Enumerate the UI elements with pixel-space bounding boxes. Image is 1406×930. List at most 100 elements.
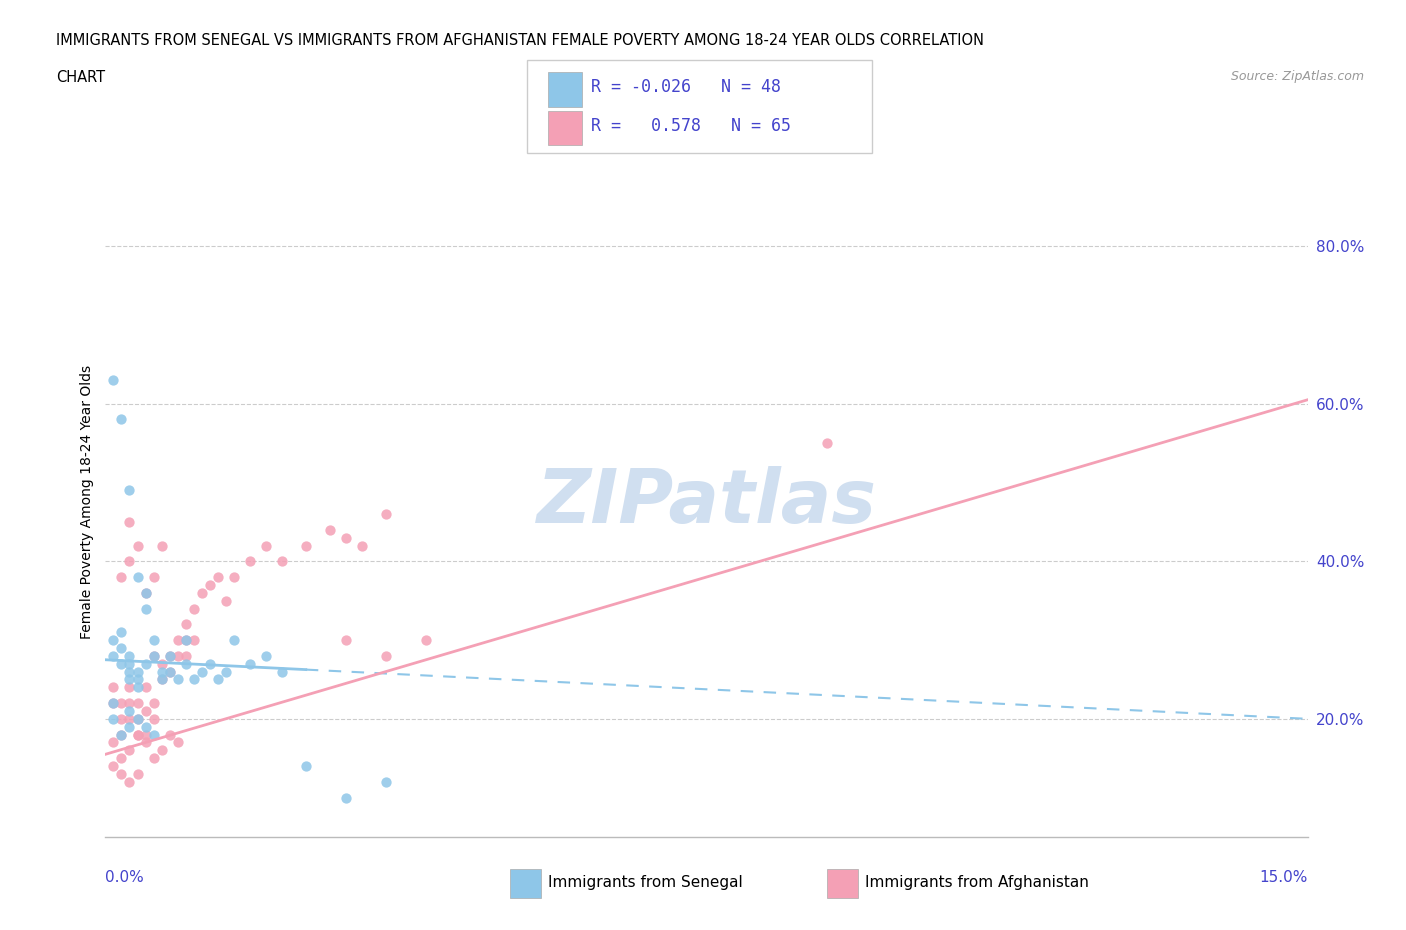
Point — [174, 632, 197, 647]
Point — [295, 759, 318, 774]
Point — [142, 569, 165, 584]
Point — [110, 657, 132, 671]
Point — [110, 641, 132, 656]
Point — [183, 601, 205, 616]
Point — [214, 664, 236, 679]
Text: Source: ZipAtlas.com: Source: ZipAtlas.com — [1230, 70, 1364, 83]
Point — [127, 711, 149, 726]
Point — [150, 538, 173, 553]
Point — [135, 657, 157, 671]
Point — [142, 751, 165, 765]
Point — [254, 648, 277, 663]
Point — [150, 672, 173, 687]
Point — [159, 648, 181, 663]
Point — [127, 664, 149, 679]
Point — [118, 514, 141, 529]
Point — [190, 664, 212, 679]
Point — [150, 664, 173, 679]
Point — [135, 601, 157, 616]
Point — [127, 727, 149, 742]
Point — [127, 672, 149, 687]
Point — [150, 743, 173, 758]
Point — [142, 711, 165, 726]
Point — [127, 766, 149, 781]
Point — [118, 711, 141, 726]
Point — [190, 585, 212, 600]
Point — [222, 569, 245, 584]
Point — [110, 727, 132, 742]
Text: 15.0%: 15.0% — [1260, 870, 1308, 885]
Point — [270, 664, 292, 679]
Point — [110, 727, 132, 742]
Point — [135, 585, 157, 600]
Point — [142, 648, 165, 663]
Point — [159, 664, 181, 679]
Point — [118, 696, 141, 711]
Point — [118, 672, 141, 687]
Point — [103, 696, 125, 711]
Point — [135, 735, 157, 750]
Point — [135, 703, 157, 718]
Point — [142, 632, 165, 647]
Text: R = -0.026   N = 48: R = -0.026 N = 48 — [591, 78, 780, 96]
Point — [118, 680, 141, 695]
Point — [295, 538, 318, 553]
Point — [335, 632, 357, 647]
Point — [103, 696, 125, 711]
Text: ZIPatlas: ZIPatlas — [537, 466, 876, 538]
Point — [110, 751, 132, 765]
Point — [103, 648, 125, 663]
Point — [118, 664, 141, 679]
Point — [118, 775, 141, 790]
Point — [319, 523, 342, 538]
Point — [118, 483, 141, 498]
Point — [239, 657, 262, 671]
Point — [254, 538, 277, 553]
Point — [127, 538, 149, 553]
Point — [127, 696, 149, 711]
Text: R =   0.578   N = 65: R = 0.578 N = 65 — [591, 117, 790, 135]
Point — [118, 703, 141, 718]
Point — [166, 648, 188, 663]
Point — [222, 632, 245, 647]
Point — [110, 412, 132, 427]
Point — [183, 632, 205, 647]
Point — [135, 585, 157, 600]
Point — [127, 711, 149, 726]
Point — [142, 648, 165, 663]
Point — [135, 719, 157, 734]
Point — [198, 657, 221, 671]
Point — [207, 569, 229, 584]
Point — [103, 680, 125, 695]
Point — [103, 632, 125, 647]
Point — [110, 696, 132, 711]
Point — [815, 435, 838, 450]
Point — [110, 766, 132, 781]
Point — [118, 554, 141, 569]
Point — [174, 632, 197, 647]
Text: IMMIGRANTS FROM SENEGAL VS IMMIGRANTS FROM AFGHANISTAN FEMALE POVERTY AMONG 18-2: IMMIGRANTS FROM SENEGAL VS IMMIGRANTS FR… — [56, 33, 984, 47]
Point — [150, 672, 173, 687]
Point — [118, 743, 141, 758]
Point — [110, 569, 132, 584]
Point — [103, 373, 125, 388]
Point — [183, 672, 205, 687]
Point — [207, 672, 229, 687]
Point — [174, 657, 197, 671]
Point — [159, 648, 181, 663]
Text: 0.0%: 0.0% — [105, 870, 145, 885]
Point — [174, 648, 197, 663]
Point — [374, 507, 398, 522]
Point — [135, 680, 157, 695]
Point — [142, 727, 165, 742]
Point — [127, 569, 149, 584]
Point — [103, 711, 125, 726]
Point — [103, 735, 125, 750]
Point — [150, 657, 173, 671]
Text: CHART: CHART — [56, 70, 105, 85]
Point — [127, 727, 149, 742]
Point — [159, 664, 181, 679]
Point — [103, 759, 125, 774]
Point — [118, 719, 141, 734]
Point — [415, 632, 437, 647]
